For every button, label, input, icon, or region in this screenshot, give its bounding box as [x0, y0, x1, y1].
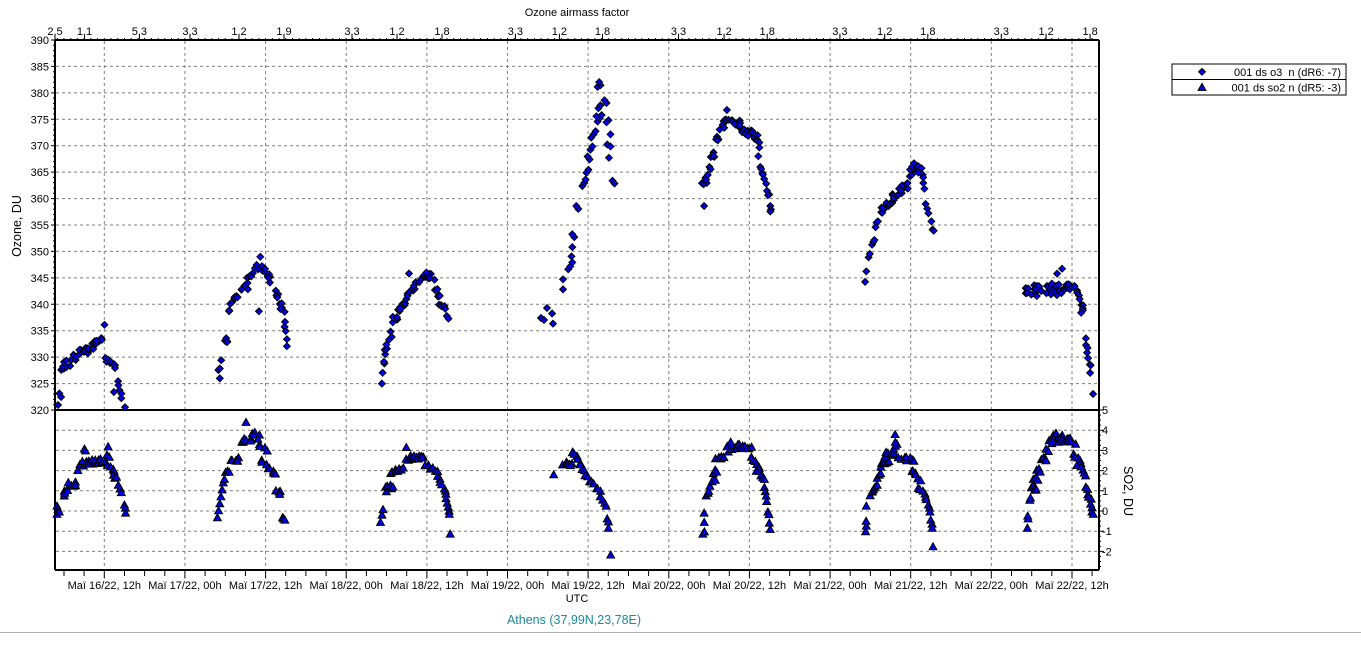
- svg-text:Maï 17/22, 00h: Maï 17/22, 00h: [148, 580, 221, 592]
- svg-text:365: 365: [31, 167, 49, 179]
- svg-text:330: 330: [31, 352, 49, 364]
- svg-text:Maï 21/22, 12h: Maï 21/22, 12h: [874, 580, 947, 592]
- svg-text:Ozone airmass factor: Ozone airmass factor: [525, 7, 630, 19]
- svg-text:Maï 19/22, 12h: Maï 19/22, 12h: [551, 580, 624, 592]
- svg-text:325: 325: [31, 379, 49, 391]
- svg-text:Maï 19/22, 00h: Maï 19/22, 00h: [471, 580, 544, 592]
- svg-text:Ozone, DU: Ozone, DU: [10, 195, 24, 257]
- svg-text:3,3: 3,3: [671, 26, 686, 38]
- svg-text:3,3: 3,3: [508, 26, 523, 38]
- svg-text:340: 340: [31, 299, 49, 311]
- svg-text:Maï 16/22, 12h: Maï 16/22, 12h: [68, 580, 141, 592]
- svg-text:1,2: 1,2: [231, 26, 246, 38]
- svg-text:Maï 17/22, 12h: Maï 17/22, 12h: [229, 580, 302, 592]
- svg-text:2,5: 2,5: [47, 26, 62, 38]
- svg-text:001 ds so2 n (dR5: -3): 001 ds so2 n (dR5: -3): [1232, 82, 1341, 94]
- svg-text:SO2, DU: SO2, DU: [1121, 466, 1135, 516]
- svg-text:Maï 20/22, 00h: Maï 20/22, 00h: [632, 580, 705, 592]
- svg-text:Athens (37,99N,23,78E): Athens (37,99N,23,78E): [507, 613, 641, 627]
- svg-text:3: 3: [1102, 445, 1108, 457]
- svg-text:345: 345: [31, 273, 49, 285]
- svg-text:3,3: 3,3: [832, 26, 847, 38]
- svg-text:355: 355: [31, 220, 49, 232]
- svg-text:1,2: 1,2: [716, 26, 731, 38]
- svg-text:Maï 20/22, 12h: Maï 20/22, 12h: [713, 580, 786, 592]
- svg-text:1,8: 1,8: [1082, 26, 1097, 38]
- svg-text:350: 350: [31, 246, 49, 258]
- svg-text:375: 375: [31, 114, 49, 126]
- svg-text:5: 5: [1102, 405, 1108, 417]
- svg-text:-1: -1: [1102, 526, 1112, 538]
- svg-text:2: 2: [1102, 466, 1108, 478]
- svg-text:Maï 22/22, 00h: Maï 22/22, 00h: [955, 580, 1028, 592]
- svg-text:UTC: UTC: [566, 593, 589, 605]
- svg-text:3,3: 3,3: [182, 26, 197, 38]
- svg-text:3,3: 3,3: [344, 26, 359, 38]
- svg-text:Maï 18/22, 00h: Maï 18/22, 00h: [310, 580, 383, 592]
- svg-text:3,3: 3,3: [994, 26, 1009, 38]
- svg-text:Maï 18/22, 12h: Maï 18/22, 12h: [390, 580, 463, 592]
- svg-text:1,8: 1,8: [434, 26, 449, 38]
- svg-text:370: 370: [31, 141, 49, 153]
- svg-text:320: 320: [31, 405, 49, 417]
- svg-text:5,3: 5,3: [132, 26, 147, 38]
- svg-text:001 ds o3 n (dR6: -7): 001 ds o3 n (dR6: -7): [1234, 67, 1341, 79]
- svg-text:1,2: 1,2: [389, 26, 404, 38]
- svg-text:1,2: 1,2: [877, 26, 892, 38]
- svg-text:385: 385: [31, 61, 49, 73]
- svg-text:4: 4: [1102, 425, 1108, 437]
- svg-text:1,8: 1,8: [920, 26, 935, 38]
- svg-text:390: 390: [31, 35, 49, 47]
- svg-text:1,1: 1,1: [77, 26, 92, 38]
- svg-text:1,8: 1,8: [595, 26, 610, 38]
- svg-text:335: 335: [31, 326, 49, 338]
- svg-text:Maï 22/22, 12h: Maï 22/22, 12h: [1035, 580, 1108, 592]
- svg-text:-2: -2: [1102, 546, 1112, 558]
- svg-text:360: 360: [31, 194, 49, 206]
- svg-text:0: 0: [1102, 506, 1108, 518]
- svg-text:Maï 21/22, 00h: Maï 21/22, 00h: [793, 580, 866, 592]
- svg-text:1,9: 1,9: [276, 26, 291, 38]
- svg-text:380: 380: [31, 88, 49, 100]
- svg-text:1,2: 1,2: [1038, 26, 1053, 38]
- svg-text:1,8: 1,8: [760, 26, 775, 38]
- svg-text:1: 1: [1102, 486, 1108, 498]
- svg-text:1,2: 1,2: [552, 26, 567, 38]
